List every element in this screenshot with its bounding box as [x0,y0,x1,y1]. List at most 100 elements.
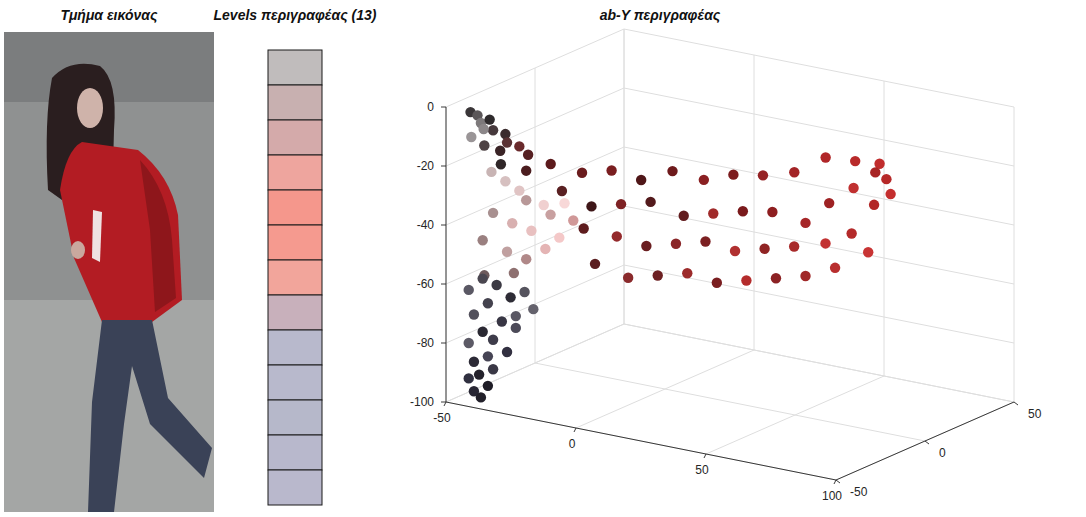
grid-line [446,265,624,343]
panel-title: Τμήμα εικόνας [61,7,158,23]
y-tick [836,480,840,483]
point [545,209,555,219]
y-tick-label: 50 [1028,407,1042,421]
grid-line [624,324,1014,402]
point [741,275,751,285]
point [645,197,655,207]
level-swatch [268,260,322,295]
z-tick-label: -20 [417,159,435,173]
z-tick [441,284,446,285]
level-swatch [268,50,322,85]
grid [446,29,1014,480]
point [497,316,507,326]
z-tick-label: -100 [410,395,434,409]
point [699,175,709,185]
point [682,268,692,278]
point [511,323,521,333]
z-tick [441,166,446,167]
grid-line [446,88,624,166]
point [502,247,512,257]
point [824,198,834,208]
grid-line [624,88,1014,166]
x-tick-label: 100 [822,489,842,503]
point [568,215,578,225]
point [759,244,769,254]
point [523,150,533,160]
point [488,208,498,218]
z-axis-line [446,107,447,402]
point [586,201,596,211]
grid-line [535,363,925,441]
z-tick-label: -60 [417,277,435,291]
photo-background [4,32,214,512]
point [869,200,879,210]
z-tick-label: -80 [417,336,435,350]
scatter3d-panel: ab-Y περιγραφέας-50050100-50050-100-80-6… [410,7,1042,503]
level-swatch [268,155,322,190]
point [767,207,777,217]
point [559,198,569,208]
grid-line [624,324,1014,402]
point [557,186,567,196]
photo-face [77,88,103,128]
point [738,206,748,216]
point [528,304,538,314]
grid-line [624,147,1014,225]
point [496,159,506,169]
panel-title: ab-Y περιγραφέας [600,7,721,23]
point [464,338,474,348]
point [491,280,501,290]
point [800,271,810,281]
y-axis-line [836,402,1014,480]
x-tick [444,402,446,406]
page: Τμήμα εικόνας Levels περιγραφέας (13) ab-Y… [0,0,1086,517]
point [612,231,622,241]
point [623,273,633,283]
grid-line [446,324,624,402]
level-swatch [268,365,322,400]
point [771,273,781,283]
point [667,166,677,176]
point [466,132,476,142]
x-tick [704,454,706,458]
y-tick [925,441,929,444]
point [509,268,519,278]
point [708,208,718,218]
point [554,232,564,242]
point [507,218,517,228]
point [483,298,493,308]
point [488,364,498,374]
grid-line [446,402,836,480]
point [730,246,740,256]
point [484,114,494,124]
photo-hand [71,241,85,259]
point [863,247,873,257]
point [505,292,515,302]
point [546,159,556,169]
point [478,124,488,134]
z-tick [441,343,446,344]
point [848,183,858,193]
point [514,185,524,195]
level-swatch [268,295,322,330]
axes: -50050100-50050-100-80-60-40-200 [410,100,1042,503]
y-tick [1014,402,1018,405]
point [500,176,510,186]
levels-panel: Levels περιγραφέας (13) [214,7,377,505]
point [800,218,810,228]
point [653,270,663,280]
point [476,392,486,402]
level-swatch [268,470,322,505]
level-swatch [268,85,322,120]
point [511,311,521,321]
point [464,373,474,383]
point [641,241,651,251]
level-swatch [268,190,322,225]
photo-sleeve-highlight [92,210,102,262]
level-swatch [268,400,322,435]
point [477,327,487,337]
x-tick [574,428,576,432]
photo [4,32,214,512]
point [636,175,646,185]
image-panel: Τμήμα εικόνας [4,7,214,512]
